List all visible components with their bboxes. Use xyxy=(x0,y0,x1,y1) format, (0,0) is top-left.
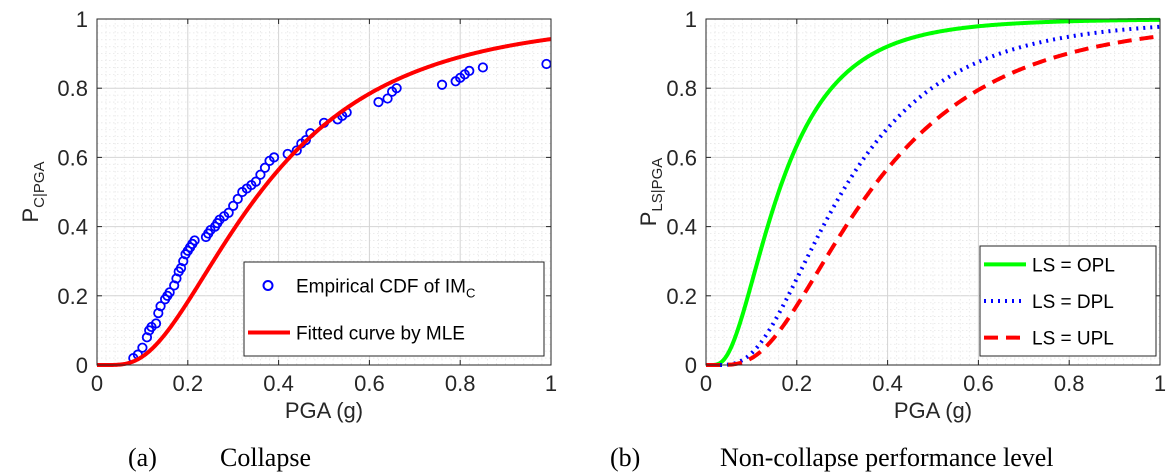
data-point xyxy=(164,287,175,298)
data-point xyxy=(268,152,280,163)
panel-b: 0 0.2 0.4 0.6 0.8 1 0 0.2 0.4 0.6 0.8 1 PGA (g) PLS|P… xyxy=(610,7,1166,472)
y-axis-label: PLS|PGA xyxy=(636,158,666,227)
legend-label: Empirical CDF of IMC xyxy=(296,277,475,301)
y-tick-label: 0.2 xyxy=(57,284,88,309)
data-point xyxy=(228,200,239,211)
data-point xyxy=(223,207,234,218)
data-point xyxy=(232,193,243,205)
caption-title: Collapse xyxy=(220,443,311,472)
y-tick-label: 1 xyxy=(685,7,697,32)
y-tick-label: 0.4 xyxy=(57,215,88,240)
x-tick-label: 0.4 xyxy=(872,371,903,396)
x-axis-label: PGA (g) xyxy=(894,398,972,423)
axes-frame xyxy=(705,18,1161,366)
legend-marker-circle xyxy=(262,280,274,291)
y-tick-label: 0.6 xyxy=(666,145,697,170)
x-tick-label: 0.6 xyxy=(354,371,385,396)
caption-letter: (a) xyxy=(128,443,157,472)
data-point xyxy=(291,145,302,156)
y-axis-label-main: P xyxy=(636,212,661,227)
series-line-ls-opl xyxy=(706,17,1161,367)
data-point xyxy=(250,176,261,187)
data-point xyxy=(150,318,162,329)
y-axis-label-main: P xyxy=(18,208,43,223)
x-tick-label: 0.2 xyxy=(173,371,204,396)
x-tick-label: 1 xyxy=(1154,371,1166,396)
series-line-ls-upl xyxy=(706,34,1161,367)
legend: LS = OPL LS = DPL LS = UPL xyxy=(979,245,1157,357)
data-point xyxy=(373,96,384,108)
data-point xyxy=(391,83,402,94)
caption-letter: (b) xyxy=(610,443,640,472)
legend: Empirical CDF of IMC Fitted curve by MLE xyxy=(243,261,545,357)
x-tick-label: 0.6 xyxy=(963,371,994,396)
y-axis-label-sub: C|PGA xyxy=(31,161,48,207)
caption-title: Non-collapse performance level xyxy=(720,443,1054,472)
legend-label-main: LS = UPL xyxy=(1032,329,1114,350)
legend-label: LS = UPL xyxy=(1032,329,1114,350)
x-tick-label: 0.2 xyxy=(782,371,813,396)
data-point xyxy=(155,301,166,312)
y-tick-label: 0 xyxy=(685,353,697,378)
x-tick-label: 1 xyxy=(545,371,557,396)
data-point xyxy=(382,93,393,104)
data-point xyxy=(436,79,448,90)
x-axis-label: PGA (g) xyxy=(285,398,363,423)
y-tick-label: 0.2 xyxy=(666,284,697,309)
y-tick-label: 0.6 xyxy=(57,145,88,170)
legend-label: Fitted curve by MLE xyxy=(296,324,465,345)
legend-label-sub: C xyxy=(466,286,475,301)
legend-label-main: LS = DPL xyxy=(1032,292,1114,313)
series-line-fitted-curve xyxy=(97,37,552,367)
data-point xyxy=(189,235,200,246)
legend-label: LS = OPL xyxy=(1032,255,1115,276)
y-tick-label: 1 xyxy=(76,7,88,32)
panel-a: 0 0.2 0.4 0.6 0.8 1 0 0.2 0.4 0.6 0.8 1 PGA (g) PC|PG… xyxy=(18,7,557,472)
ticks: 0 0.2 0.4 0.6 0.8 1 0 0.2 0.4 0.6 0.8 1 xyxy=(57,7,557,396)
y-tick-label: 0.8 xyxy=(666,76,697,101)
y-tick-label: 0.8 xyxy=(57,76,88,101)
y-tick-label: 0 xyxy=(76,353,88,378)
legend-label: LS = DPL xyxy=(1032,292,1114,313)
x-tick-label: 0 xyxy=(91,371,103,396)
y-tick-label: 0.4 xyxy=(666,215,697,240)
data-point xyxy=(259,162,271,173)
x-tick-label: 0.8 xyxy=(1054,371,1085,396)
data-point xyxy=(255,169,266,180)
ticks: 0 0.2 0.4 0.6 0.8 1 0 0.2 0.4 0.6 0.8 1 xyxy=(666,7,1166,396)
x-tick-label: 0.4 xyxy=(263,371,294,396)
y-axis-label-sub: LS|PGA xyxy=(649,158,666,212)
axes-frame xyxy=(96,18,552,366)
x-tick-label: 0.8 xyxy=(445,371,476,396)
y-axis-label: PC|PGA xyxy=(18,161,48,222)
legend-label-main: LS = OPL xyxy=(1032,255,1115,276)
data-point xyxy=(477,62,488,73)
legend-label-main: Fitted curve by MLE xyxy=(296,324,465,345)
data-point xyxy=(464,65,475,77)
data-point xyxy=(300,135,311,146)
x-tick-label: 0 xyxy=(700,371,712,396)
legend-box xyxy=(243,261,545,357)
legend-label-main: Empirical CDF of IM xyxy=(296,277,466,298)
data-point xyxy=(137,342,148,353)
